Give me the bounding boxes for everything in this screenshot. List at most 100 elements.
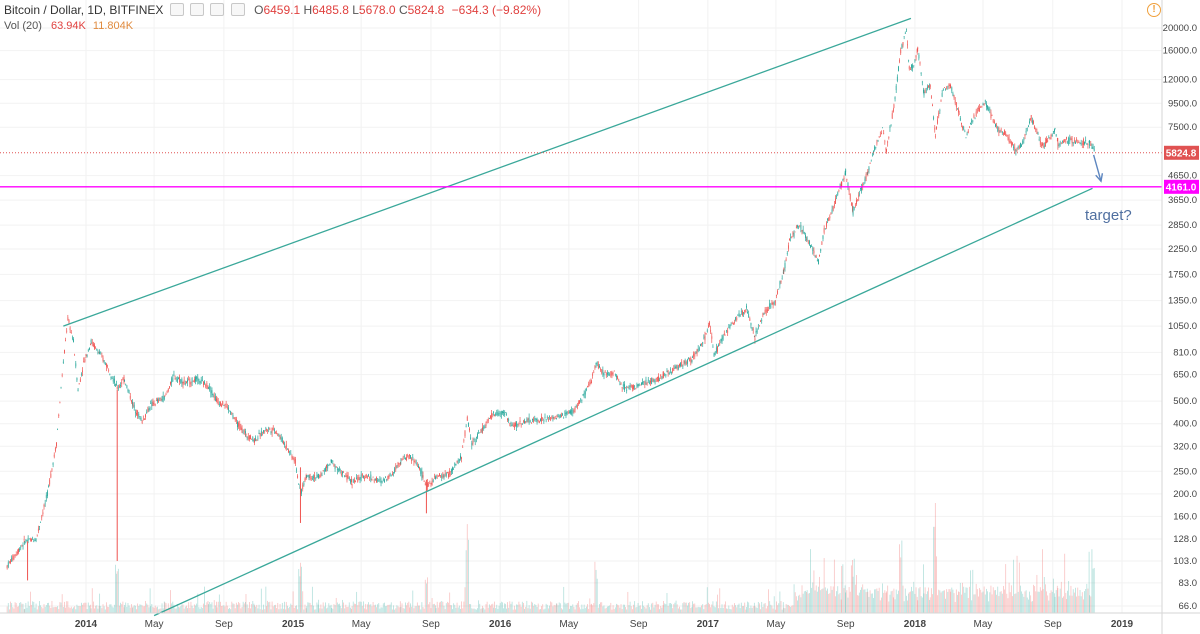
candle xyxy=(888,136,890,138)
volume-bar xyxy=(329,605,331,613)
candle xyxy=(891,113,893,119)
candle xyxy=(513,424,515,428)
volume-bar xyxy=(688,602,689,613)
y-tick-label: 66.0 xyxy=(1179,601,1198,612)
candle xyxy=(193,379,195,383)
candle xyxy=(1091,146,1093,149)
candle xyxy=(172,377,174,382)
volume-bar xyxy=(791,605,793,613)
volume-bar xyxy=(756,607,758,613)
candle xyxy=(617,376,619,380)
volume-bar xyxy=(866,588,868,613)
candle xyxy=(170,381,171,385)
candle xyxy=(571,409,573,415)
candle xyxy=(127,389,129,392)
candle xyxy=(558,416,560,419)
hide-button[interactable] xyxy=(230,3,245,16)
volume-bar xyxy=(754,605,756,613)
settings-button[interactable] xyxy=(169,3,184,16)
candle xyxy=(676,364,678,369)
volume-bar xyxy=(685,602,687,613)
candle xyxy=(1070,138,1072,140)
candle xyxy=(204,381,205,384)
volume-bar xyxy=(777,605,779,613)
candle xyxy=(603,373,605,376)
candle xyxy=(223,405,225,406)
compare-button[interactable] xyxy=(190,3,205,16)
candle xyxy=(89,347,90,350)
support-price-label-bg xyxy=(1164,179,1199,194)
volume-bar xyxy=(1072,589,1074,613)
volume-bar xyxy=(109,604,111,613)
candle xyxy=(298,483,300,485)
candle xyxy=(681,361,683,367)
candle xyxy=(222,401,224,405)
volume-bar xyxy=(481,608,483,613)
candle xyxy=(35,538,37,542)
candle xyxy=(281,437,283,443)
y-tick-label: 7500.0 xyxy=(1168,122,1197,133)
volume-bar xyxy=(116,571,118,613)
volume-bar xyxy=(593,603,595,613)
volume-bar xyxy=(415,606,417,613)
candle xyxy=(123,376,125,383)
candle xyxy=(140,417,142,421)
candle xyxy=(293,458,295,462)
candle xyxy=(698,348,700,350)
volume-bar xyxy=(117,568,119,613)
volume-bar xyxy=(829,593,831,613)
candle xyxy=(658,376,659,381)
candle xyxy=(981,106,983,108)
symbol-title[interactable]: Bitcoin / Dollar, 1D, BITFINEX xyxy=(4,3,164,17)
volume-bar xyxy=(470,604,472,613)
candle xyxy=(198,379,200,383)
volume-bar xyxy=(1017,591,1019,613)
y-tick-label: 160.0 xyxy=(1173,511,1197,522)
volume-bar xyxy=(513,605,515,613)
candle xyxy=(635,388,637,390)
candle xyxy=(518,423,520,425)
volume-bar xyxy=(461,601,462,613)
volume-bar xyxy=(203,603,204,613)
volume-bar xyxy=(126,606,128,613)
volume-bar xyxy=(1054,596,1056,613)
time-axis[interactable]: 2014 May Sep 2015 May Sep 2016 May Sep 2017 May Sep… xyxy=(75,619,1134,630)
candle xyxy=(304,478,306,481)
volume-bar xyxy=(1092,568,1094,613)
volume-label[interactable]: Vol (20) xyxy=(4,20,42,32)
volume-bar xyxy=(1006,593,1008,613)
candle xyxy=(998,127,1000,133)
candle xyxy=(907,44,908,46)
volume-bar xyxy=(35,603,37,613)
candle xyxy=(631,385,633,390)
candle xyxy=(52,462,54,465)
candle xyxy=(175,378,177,380)
volume-bar xyxy=(1067,590,1068,613)
close-label: C xyxy=(398,3,408,17)
volume-bar xyxy=(568,608,570,613)
candle xyxy=(253,440,255,441)
volume-bar xyxy=(845,592,847,613)
volume-bar xyxy=(195,605,196,613)
volume-bar xyxy=(452,609,453,613)
volume-bar xyxy=(765,608,767,613)
volume-bar xyxy=(502,602,503,613)
volume-bar xyxy=(1050,590,1052,613)
volume-bar xyxy=(90,604,91,613)
price-axis[interactable]: 20000.016000.012000.09500.07500.04650.03… xyxy=(1163,23,1197,612)
candle xyxy=(1071,138,1073,143)
volume-bar xyxy=(938,589,940,613)
volume-bar xyxy=(20,602,22,613)
candle xyxy=(13,557,15,559)
volume-bar xyxy=(1036,574,1038,613)
candle xyxy=(466,416,468,421)
volume-bar xyxy=(496,604,498,613)
candle xyxy=(237,421,238,428)
alert-icon[interactable]: ! xyxy=(1147,3,1161,17)
candle xyxy=(863,182,865,184)
candle xyxy=(992,119,994,123)
candle xyxy=(858,194,860,198)
volume-bar xyxy=(986,588,987,613)
more-button[interactable] xyxy=(210,3,225,16)
